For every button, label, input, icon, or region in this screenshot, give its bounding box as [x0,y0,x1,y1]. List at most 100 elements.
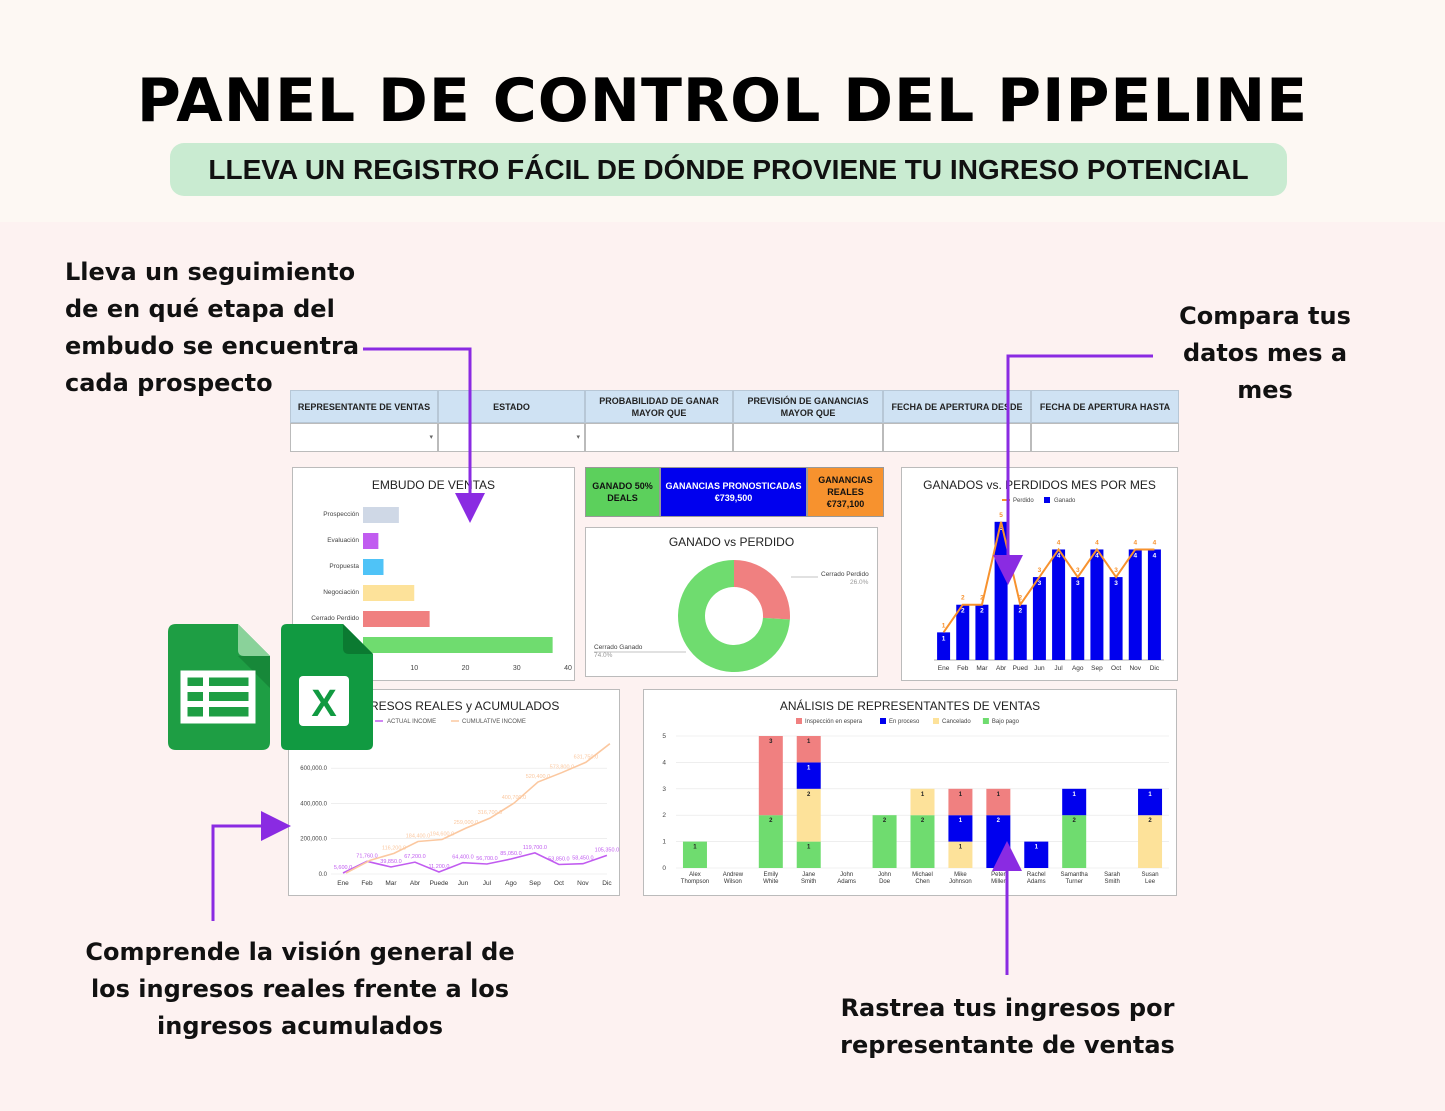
rep-name-tick: Andrew [723,872,744,878]
income-data-label: 67,200.0 [404,854,425,860]
rep-stack-segment [682,841,707,868]
month-tick: Dic [1150,665,1160,672]
won-bar [1128,549,1142,660]
funnel-category-label: Cerrado Perdido [311,615,359,622]
subtitle-banner: LLEVA UN REGISTRO FÁCIL DE DÓNDE PROVIEN… [170,143,1287,196]
filter-select-status[interactable]: ▾ [438,423,585,452]
income-data-label: 631,750.0 [574,754,598,760]
funnel-bar [363,533,379,549]
lost-point-label: 4 [1095,539,1099,546]
rep-segment-label: 2 [1148,818,1152,824]
rep-segment-label: 1 [997,792,1001,798]
won-bar-label: 2 [1018,608,1022,615]
won-bar [956,604,970,660]
donut-slice [678,560,790,672]
rep-name-tick: Thompson [681,879,709,885]
kpi-won-deals: GANADO 50% DEALS [585,467,660,517]
funnel-category-label: Propuesta [329,563,359,570]
month-tick: Mar [976,665,988,672]
month-tick: Mar [385,880,397,887]
month-tick: Ene [337,880,349,887]
google-sheets-icon [168,624,270,750]
won-bar-label: 3 [1114,580,1118,587]
rep-name-tick: Adams [1027,879,1046,885]
callout-funnel: Lleva un seguimiento de en qué etapa del… [65,258,360,397]
lost-point-label: 2 [1018,595,1022,602]
actual-income-line [342,852,608,874]
rep-name-tick: Emily [763,872,778,878]
rep-name-tick: Doe [879,879,891,885]
excel-icon: X [281,624,373,750]
rep-name-tick: John [840,872,853,878]
kpi-actual-earnings: GANANCIAS REALES €737,100 [807,467,884,517]
filter-header-rep: REPRESENTANTE DE VENTAS [290,390,438,423]
won-bar [1032,577,1046,660]
legend-label: En proceso [889,719,920,725]
rep-segment-label: 1 [807,739,811,745]
income-data-label: 11,200.0 [428,864,449,870]
won-bar [975,604,989,660]
filter-header-date-to: FECHA DE APERTURA HASTA [1031,390,1179,423]
filter-header-win-prob: PROBABILIDAD DE GANAR MAYOR QUE [585,390,733,423]
dashboard-screenshot: REPRESENTANTE DE VENTAS ESTADO PROBABILI… [288,390,1180,898]
callout-reps: Rastrea tus ingresos por representante d… [840,994,1175,1059]
rep-segment-label: 2 [807,792,811,798]
funnel-bar [363,559,384,575]
rep-stack-segment [986,788,1011,816]
rep-stack-segment [910,788,935,816]
filter-input-win-prob[interactable] [585,423,733,452]
rep-name-tick: John [878,872,891,878]
income-data-label: 53,850.0 [548,857,569,863]
rep-segment-label: 2 [921,818,925,824]
filter-input-date-from[interactable] [883,423,1031,452]
dropdown-arrow-icon: ▾ [429,433,433,441]
income-data-label: 194,600.0 [430,832,454,838]
legend-swatch [982,718,989,724]
rep-name-tick: Alex [689,872,701,878]
rep-segment-label: 2 [1073,818,1077,824]
income-data-label: 64,400.0 [452,855,473,861]
won-bar [1109,577,1123,660]
rep-name-tick: Sarah [1104,872,1120,878]
rep-name-tick: Johnson [949,879,972,885]
rep-segment-label: 2 [769,818,773,824]
funnel-chart: Prospección Evaluación Propuesta Negociació… [311,507,572,672]
reps-chart-panel: ANÁLISIS DE REPRESENTANTES DE VENTAS Ins… [643,689,1177,896]
rep-stack-segment [758,815,783,868]
filter-select-rep[interactable]: ▾ [290,423,438,452]
funnel-x-tick: 20 [462,665,470,672]
income-data-label: 316,700.0 [478,810,502,816]
legend-label: Bajo pago [992,719,1020,725]
month-tick: Feb [361,880,373,887]
rep-segment-label: 1 [807,765,811,771]
funnel-bar [363,611,430,627]
month-tick: Jul [1054,665,1063,672]
lost-point-label: 2 [980,595,984,602]
legend-swatch [1044,497,1050,503]
lost-point-label: 3 [1038,567,1042,574]
filter-input-forecast[interactable] [733,423,883,452]
income-data-label: 520,400.0 [526,774,550,780]
income-data-label: 58,450.0 [572,856,593,862]
rep-stack-segment [1138,815,1163,868]
income-data-label: 105,350.0 [595,847,619,853]
income-data-label: 56,700.0 [476,856,497,862]
income-data-label: 71,760.0 [356,853,377,859]
rep-name-tick: Rachel [1027,872,1046,878]
rep-name-tick: Wilson [724,879,742,885]
donut-label: Cerrado Ganado [594,644,643,651]
filter-header-status: ESTADO [438,390,585,423]
lost-point-label: 4 [1153,539,1157,546]
won-bar-label: 1 [942,635,946,642]
rep-stack-segment [872,815,897,868]
y-tick: 200,000.0 [300,837,327,843]
won-bar-label: 5 [999,525,1003,532]
legend-label: Inspección en espera [805,719,863,725]
won-bar-label: 4 [1133,552,1137,559]
income-data-label: 184,400.0 [406,833,430,839]
won-bar-label: 2 [961,608,965,615]
legend-label: CUMULATIVE INCOME [462,719,526,725]
rep-segment-label: 1 [959,845,963,851]
filter-input-date-to[interactable] [1031,423,1179,452]
